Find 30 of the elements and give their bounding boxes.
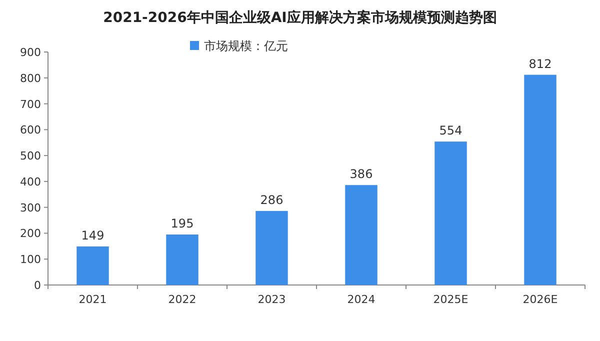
x-tick-label: 2026E xyxy=(522,293,558,306)
bar xyxy=(524,74,556,285)
data-label: 149 xyxy=(81,228,104,242)
y-tick-label: 600 xyxy=(20,124,41,137)
data-label: 386 xyxy=(350,167,373,182)
bar xyxy=(256,210,288,285)
x-tick-label: 2025E xyxy=(433,293,468,306)
y-tick-label: 700 xyxy=(20,98,41,111)
legend-label: 市场规模：亿元 xyxy=(204,39,288,53)
bar xyxy=(345,185,378,285)
x-tick-label: 2022 xyxy=(168,293,196,306)
data-label: 554 xyxy=(439,124,462,138)
chart-title: 2021-2026年中国企业级AI应用解决方案市场规模预测趋势图 xyxy=(103,9,497,26)
y-tick-label: 800 xyxy=(20,72,41,85)
bar xyxy=(434,142,467,285)
x-tick-label: 2024 xyxy=(347,293,376,306)
y-tick-label: 200 xyxy=(20,227,41,240)
y-tick-label: 100 xyxy=(20,253,41,266)
bar xyxy=(166,234,198,285)
x-tick-label: 2023 xyxy=(258,293,286,306)
y-tick-label: 900 xyxy=(20,46,41,59)
y-tick-label: 300 xyxy=(20,201,41,214)
y-tick-label: 0 xyxy=(34,279,41,292)
y-tick-label: 400 xyxy=(20,175,41,188)
bar xyxy=(76,246,109,285)
data-label: 286 xyxy=(260,192,284,207)
y-tick-label: 500 xyxy=(20,150,41,163)
x-tick-label: 2021 xyxy=(78,293,107,306)
data-label: 195 xyxy=(170,216,194,231)
data-label: 812 xyxy=(528,56,552,71)
